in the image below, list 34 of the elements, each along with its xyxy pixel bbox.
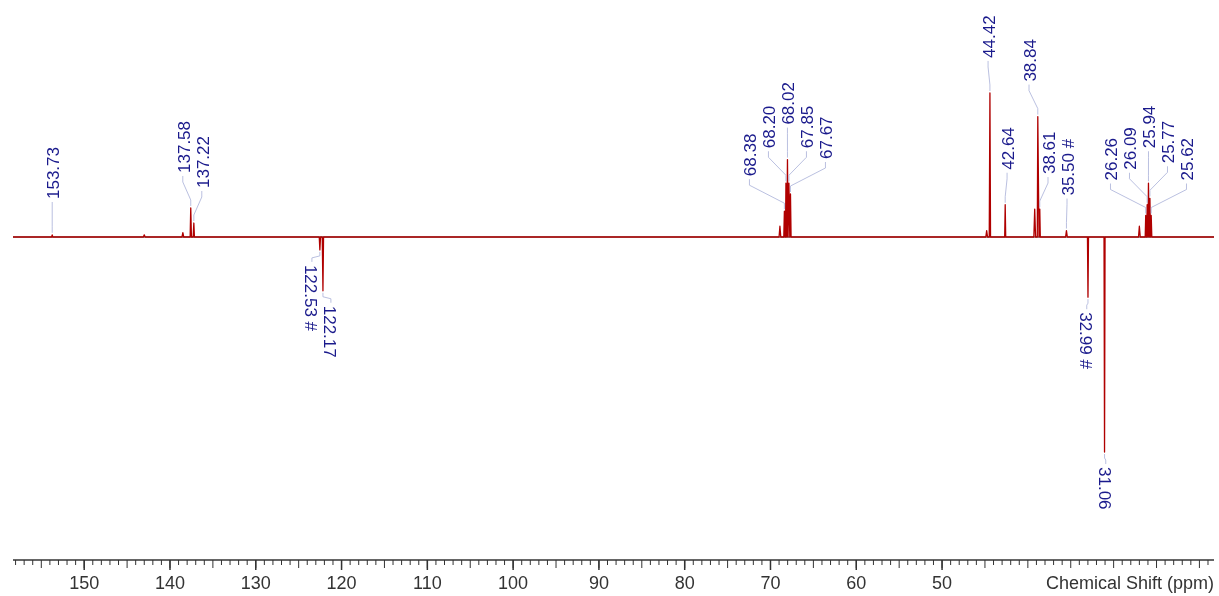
annotation: 35.50 # [1059, 138, 1078, 196]
x-tick-label: 140 [154, 573, 186, 593]
annotation: 25.62 [1178, 137, 1198, 181]
annotation: 153.73 [44, 147, 64, 199]
x-tick-label: 100 [498, 573, 529, 593]
annotation: 68.38 [741, 133, 761, 177]
x-tick-label: 110 [412, 573, 442, 593]
annotation: 122.17 [319, 305, 339, 358]
annotation: 68.20 [760, 105, 780, 149]
annotation: 26.09 [1121, 127, 1141, 170]
x-tick-label: 150 [69, 573, 100, 593]
x-tick-label: 90 [588, 573, 609, 593]
annotation: 42.64 [999, 127, 1019, 170]
annotation: 67.85 [798, 105, 818, 149]
x-tick-label: 50 [932, 573, 953, 593]
x-axis-title: Chemical Shift (ppm) [1045, 573, 1214, 593]
annotation: 31.06 [1094, 467, 1114, 510]
annotation: 25.77 [1159, 120, 1179, 164]
annotation: 122.53 # [300, 264, 320, 332]
x-tick-label: 130 [240, 573, 271, 593]
annotation: 25.94 [1140, 105, 1160, 149]
annotation: 26.26 [1102, 137, 1122, 181]
x-tick-label: 80 [674, 573, 695, 593]
annotation: 32.99 # [1075, 312, 1095, 370]
annotation: 38.84 [1021, 39, 1040, 82]
annotation: 44.42 [980, 15, 1000, 58]
x-tick-label: 70 [760, 573, 781, 593]
x-tick-label: 60 [846, 573, 867, 593]
annotation: 68.02 [779, 82, 799, 125]
annotation: 67.67 [817, 116, 837, 159]
annotation: 137.22 [193, 136, 213, 189]
annotation: 38.61 [1040, 131, 1059, 175]
annotation: 137.58 [174, 120, 194, 173]
x-tick-label: 120 [326, 573, 357, 593]
